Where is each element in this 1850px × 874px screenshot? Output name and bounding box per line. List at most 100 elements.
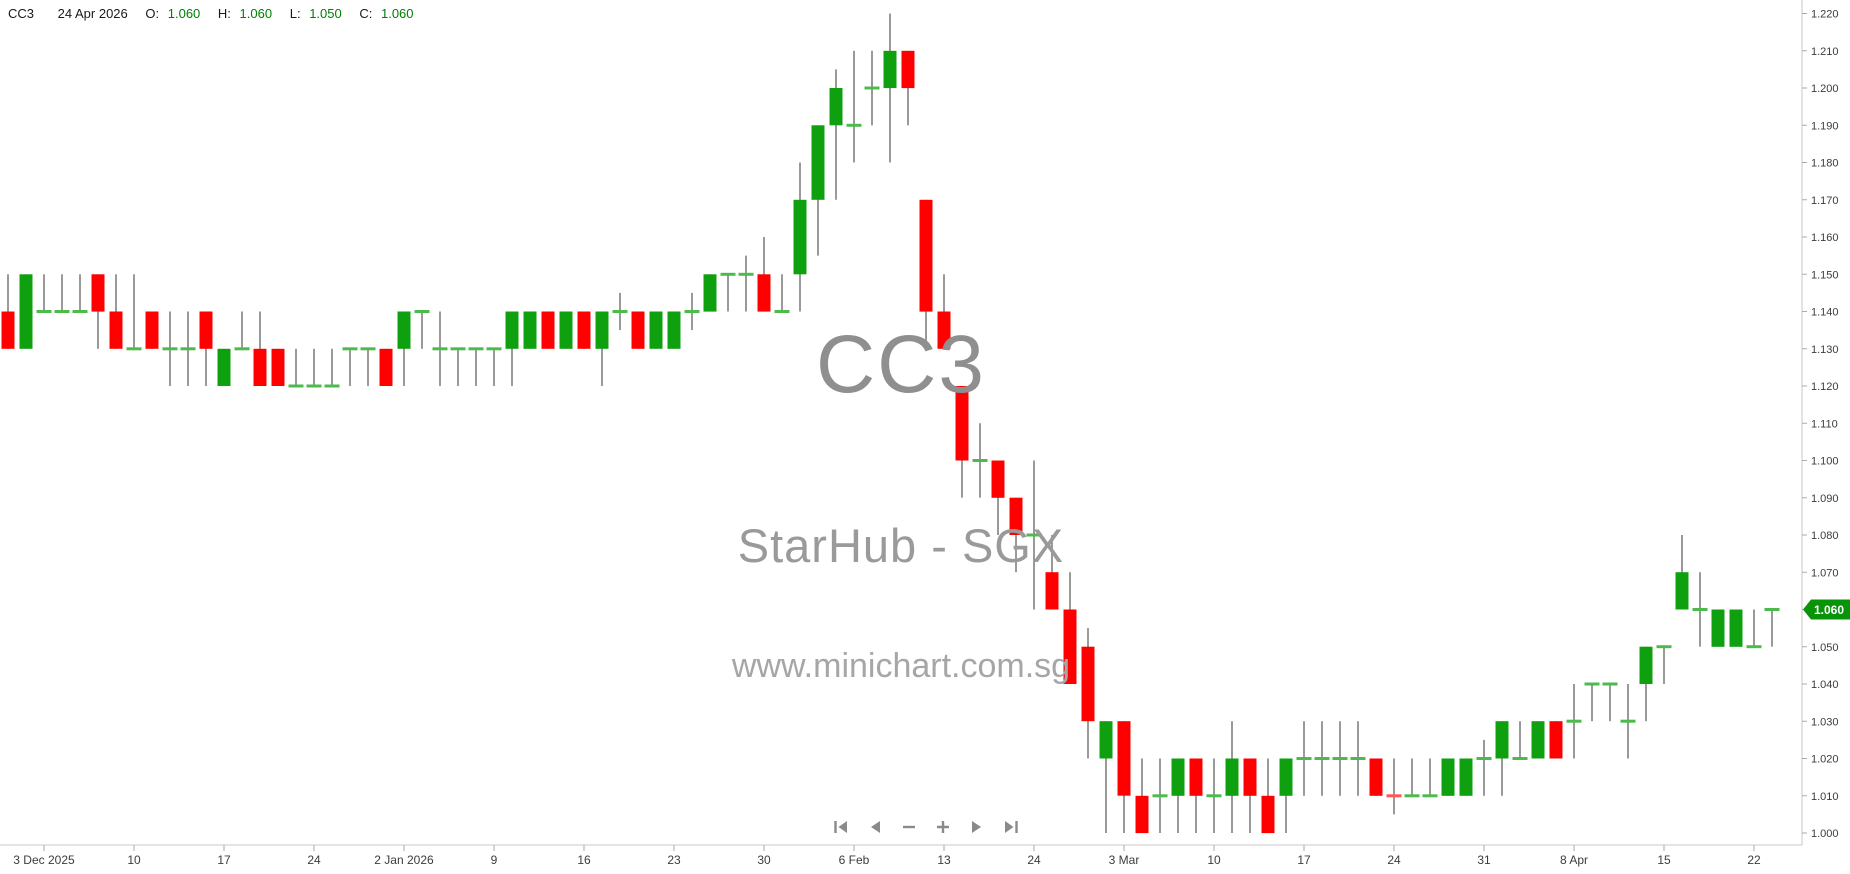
candle [414, 310, 430, 349]
candle [19, 274, 33, 349]
candle [774, 274, 790, 313]
price-axis-label: 1.120 [1811, 381, 1839, 393]
candle [972, 423, 988, 498]
time-axis-label: 16 [577, 853, 591, 867]
candle-body [1764, 608, 1780, 611]
candle [306, 348, 322, 388]
candle-body [523, 311, 537, 349]
candle-body [1332, 757, 1348, 760]
candle-body [757, 274, 771, 312]
time-axis-label: 6 Feb [839, 853, 870, 867]
candle [703, 274, 717, 312]
candle-body [1261, 795, 1275, 834]
candle-body [414, 310, 430, 313]
candle-body [649, 311, 663, 349]
price-axis-label: 1.020 [1811, 754, 1839, 766]
candle [432, 311, 448, 386]
candle-body [864, 86, 880, 90]
candle-body [1422, 794, 1438, 798]
candle-body [1081, 646, 1095, 722]
candle-body [774, 310, 790, 313]
candle [1189, 758, 1203, 833]
candle-body [306, 384, 322, 388]
candle-body [901, 50, 915, 89]
time-axis-label: 23 [667, 853, 681, 867]
time-axis-label: 10 [1207, 853, 1221, 867]
candle-body [793, 199, 807, 275]
candle [667, 311, 681, 349]
candle [1243, 758, 1257, 833]
price-axis-label: 1.050 [1811, 642, 1839, 654]
price-axis-label: 1.010 [1811, 791, 1839, 803]
zoom-in-icon[interactable] [934, 818, 951, 835]
candle-body [505, 311, 519, 349]
candle-body [1620, 719, 1636, 723]
candle-body [1026, 533, 1042, 537]
candle-body [199, 311, 213, 349]
time-axis-label: 9 [491, 853, 498, 867]
candle [612, 292, 628, 331]
candle-body [342, 347, 358, 351]
high-label: H: [217, 6, 231, 21]
candle-body [1063, 609, 1077, 684]
candle-body [937, 311, 951, 349]
candle-body [684, 310, 700, 313]
chart-nav-toolbar [832, 818, 1019, 835]
candle [397, 311, 411, 386]
candle [720, 272, 736, 312]
candle-body [919, 199, 933, 312]
candle [36, 274, 52, 313]
open-value: 1.060 [167, 6, 201, 21]
step-back-icon[interactable] [866, 818, 883, 835]
price-axis-label: 1.210 [1811, 46, 1839, 58]
candle [271, 348, 285, 386]
low-value: 1.050 [309, 6, 342, 21]
candle [162, 311, 178, 386]
candle-body [631, 311, 645, 349]
candle-body [811, 125, 825, 200]
candle-body [432, 347, 448, 351]
candle [1350, 721, 1366, 796]
candle [126, 274, 142, 351]
candle [1135, 758, 1149, 834]
candle [234, 311, 250, 351]
candle [109, 274, 123, 349]
candle-body [738, 272, 754, 276]
candle-body [703, 274, 717, 312]
candle-body [379, 348, 393, 386]
candle [1225, 721, 1239, 833]
candle [541, 311, 555, 349]
candle-body [468, 347, 484, 351]
candle [901, 50, 915, 126]
candle [1296, 721, 1312, 796]
candle-body [1531, 721, 1545, 759]
candle [577, 311, 591, 349]
price-axis-label: 1.190 [1811, 120, 1839, 132]
time-axis-label: 31 [1477, 853, 1491, 867]
time-axis-label: 17 [1297, 853, 1311, 867]
candle [1422, 758, 1438, 798]
price-axis-label: 1.170 [1811, 195, 1839, 207]
price-axis-label: 1.150 [1811, 269, 1839, 281]
price-axis-label: 1.160 [1811, 232, 1839, 244]
candle [1279, 758, 1293, 833]
last-price-tag-shape [1803, 599, 1850, 620]
candle [180, 311, 196, 386]
candle [937, 274, 951, 349]
candle-body [324, 384, 340, 388]
price-axis-label: 1.040 [1811, 679, 1839, 691]
candle-body [1045, 572, 1059, 610]
skip-to-end-icon[interactable] [1002, 818, 1019, 835]
price-axis-label: 1.000 [1811, 828, 1839, 840]
zoom-out-icon[interactable] [900, 818, 917, 835]
candle-body [91, 274, 105, 312]
candle-body [883, 50, 897, 89]
skip-to-start-icon[interactable] [832, 818, 849, 835]
low-label: L: [289, 6, 301, 21]
candle-body [271, 348, 285, 386]
close-value: 1.060 [380, 6, 414, 21]
candle-body [1441, 758, 1455, 796]
candle [991, 460, 1005, 535]
candle [1314, 721, 1330, 796]
step-forward-icon[interactable] [968, 818, 985, 835]
